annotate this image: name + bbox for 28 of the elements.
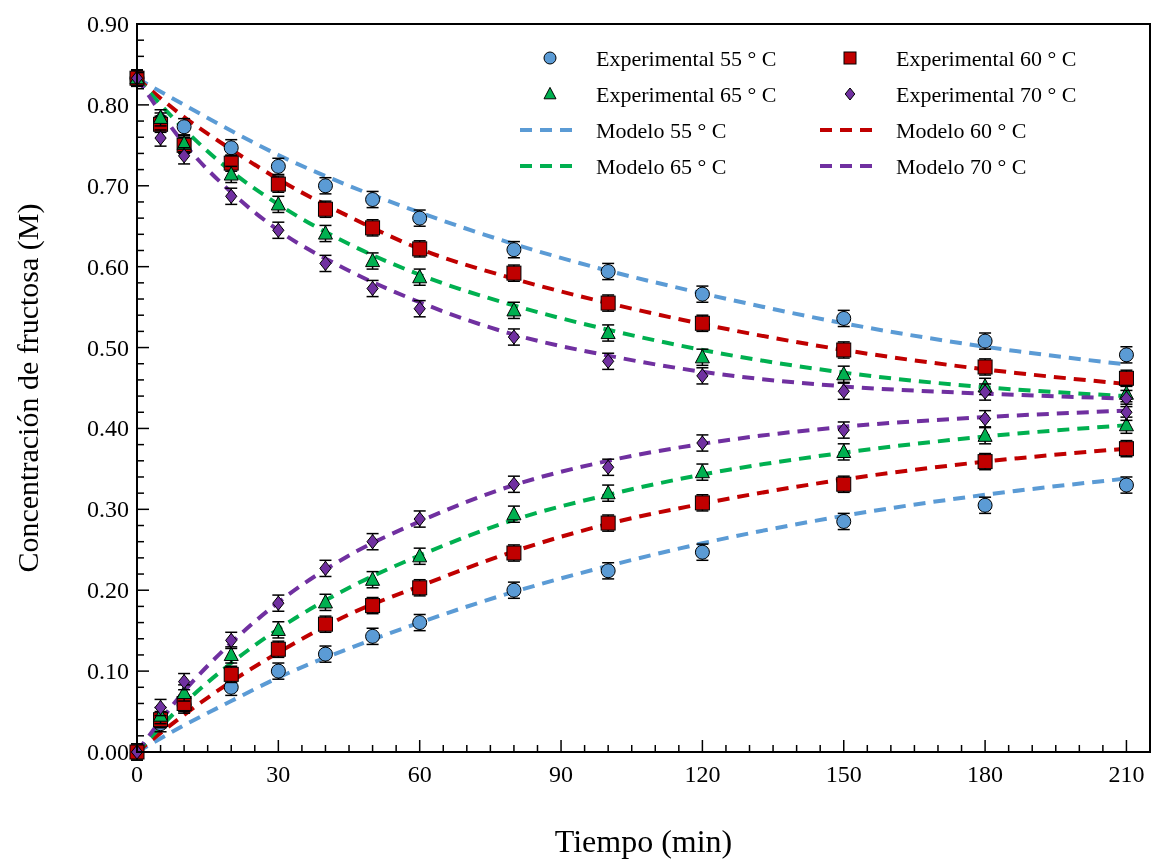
legend-label: Experimental 60 ° C xyxy=(896,45,1077,71)
x-axis-title: Tiempo (min) xyxy=(554,823,733,859)
x-tick-label: 0 xyxy=(131,761,143,787)
y-tick-label: 0.70 xyxy=(87,172,129,199)
y-tick-label: 0.90 xyxy=(87,11,129,37)
legend-label: Experimental 65 ° C xyxy=(596,81,777,107)
y-tick-label: 0.00 xyxy=(87,739,129,765)
x-tick-label: 60 xyxy=(407,761,432,787)
y-tick-label: 0.30 xyxy=(87,496,129,523)
x-tick-label: 30 xyxy=(266,761,291,787)
legend-label: Modelo 55 ° C xyxy=(596,117,727,143)
y-tick-label: 0.10 xyxy=(87,658,129,685)
legend-label: Experimental 70 ° C xyxy=(896,81,1077,107)
x-tick-label: 180 xyxy=(967,761,1004,787)
x-tick-label: 120 xyxy=(684,761,721,787)
legend-label: Modelo 65 ° C xyxy=(596,153,727,179)
x-tick-label: 210 xyxy=(1108,761,1145,787)
y-tick-label: 0.40 xyxy=(87,415,129,442)
legend-label: Modelo 70 ° C xyxy=(896,153,1027,179)
x-tick-label: 150 xyxy=(825,761,862,787)
y-tick-label: 0.60 xyxy=(87,253,129,280)
x-tick-label: 90 xyxy=(549,761,574,787)
y-tick-label: 0.50 xyxy=(87,334,129,361)
legend-label: Modelo 60 ° C xyxy=(896,117,1027,143)
y-axis-title: Concentración de fructosa (M) xyxy=(11,203,45,573)
y-tick-label: 0.80 xyxy=(87,91,129,118)
legend-label: Experimental 55 ° C xyxy=(596,45,777,71)
y-tick-label: 0.20 xyxy=(87,577,129,604)
